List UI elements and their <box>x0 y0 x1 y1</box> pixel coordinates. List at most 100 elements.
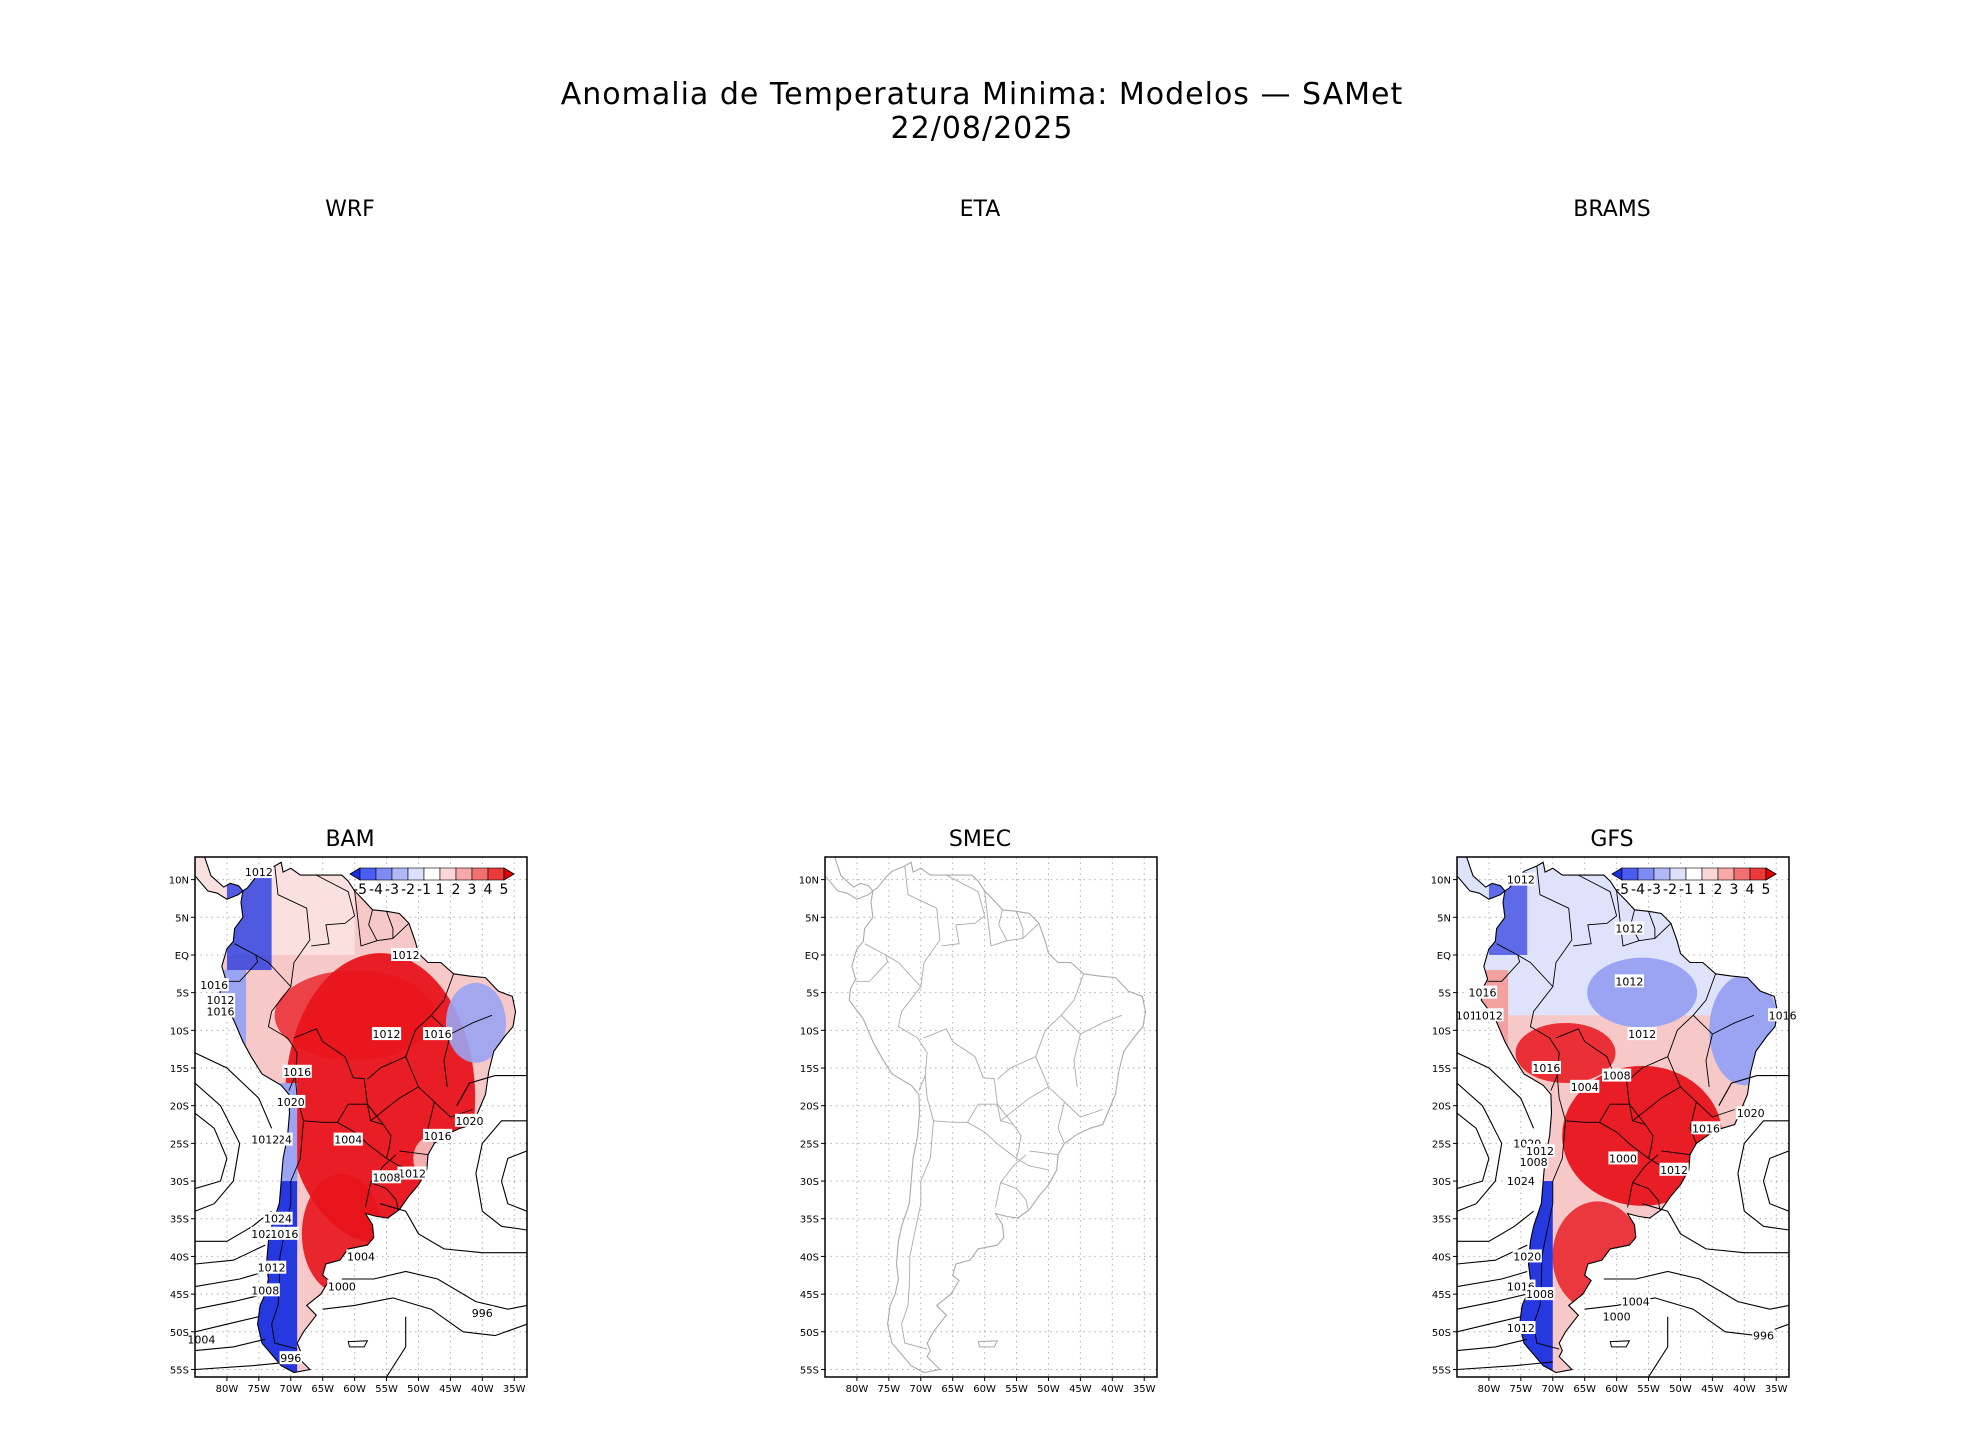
colorbar-label: -2 <box>401 882 415 898</box>
map-background <box>825 857 1157 1377</box>
colorbar: -5 -4 -3 -2 -1 1 2 3 4 5 <box>1611 867 1777 898</box>
lat-label: 5N <box>175 913 189 924</box>
anomaly-warm-north <box>274 970 435 1061</box>
isobar-label: 1020 <box>1737 1107 1765 1120</box>
country-border <box>984 890 1040 947</box>
isobar-label-bg <box>1614 921 1644 935</box>
country-border <box>1573 874 1618 947</box>
isobar-label: 1004 <box>334 1134 362 1147</box>
isobar-label: 1016 <box>283 1066 311 1079</box>
panel-label-brams: BRAMS <box>1573 197 1651 222</box>
lat-label: 30S <box>170 1177 189 1188</box>
country-border <box>399 1150 429 1156</box>
lat-label: 50S <box>170 1328 189 1339</box>
isobar-label: 1000 <box>1603 1311 1631 1324</box>
isobar-label-bg <box>1627 1027 1657 1041</box>
country-border <box>1661 1150 1691 1156</box>
isobar-label-bg <box>1519 1155 1549 1169</box>
isobar-label-bg <box>263 1211 293 1225</box>
country-border <box>430 1014 493 1035</box>
isobar-line <box>195 1338 266 1352</box>
lat-label: 45S <box>1432 1290 1451 1301</box>
country-border <box>1029 1150 1059 1156</box>
country-border <box>1000 1086 1049 1122</box>
country-border <box>901 1120 934 1350</box>
lat-label: 15S <box>800 1064 819 1075</box>
lat-label: 15S <box>1432 1064 1451 1075</box>
isobar-label: 1012 <box>398 1168 426 1181</box>
colorbar-swatch <box>471 867 489 881</box>
colorbar-swatch <box>359 867 377 881</box>
lon-label: 65W <box>941 1384 964 1395</box>
colorbar-right-arrow <box>503 867 515 881</box>
anomaly-cold-amazon <box>1587 957 1698 1028</box>
lon-label: 55W <box>375 1384 398 1395</box>
isobar-line <box>380 1203 527 1254</box>
isobar-label-bg <box>327 1279 357 1293</box>
lat-label: 15S <box>170 1064 189 1075</box>
country-border <box>924 1075 998 1123</box>
isobar-line <box>1457 1052 1535 1129</box>
lon-label: 55W <box>1637 1384 1660 1395</box>
country-border <box>967 1103 1022 1160</box>
isobar-label-bg <box>250 1283 280 1297</box>
isobar-line <box>195 1210 272 1242</box>
colorbar-label: 5 <box>1762 882 1771 898</box>
colorbar-label: -1 <box>417 882 431 898</box>
isobar-label-bg <box>397 1166 427 1180</box>
country-border <box>443 1033 451 1087</box>
isobar-line <box>341 1270 527 1310</box>
lat-label: 25S <box>1432 1139 1451 1150</box>
country-border <box>293 1028 368 1105</box>
country-border <box>1016 911 1024 939</box>
lon-label: 75W <box>1510 1384 1533 1395</box>
map-frame <box>194 856 528 1378</box>
colorbar-swatch <box>1637 867 1655 881</box>
isobar-label: 1020 <box>456 1115 484 1128</box>
isobar-label-bg <box>1621 1294 1651 1308</box>
country-border <box>271 1120 304 1350</box>
map-frame <box>1456 856 1790 1378</box>
colorbar-label: 3 <box>1730 882 1739 898</box>
lat-label: 10N <box>169 876 189 887</box>
isobar-label-bg <box>1768 1008 1798 1022</box>
colorbar-label: 4 <box>484 882 493 898</box>
isobar-label-bg <box>1474 1008 1504 1022</box>
isobar-label-bg <box>250 1132 280 1146</box>
lon-label: 80W <box>846 1384 869 1395</box>
isobar-line <box>1457 1082 1503 1212</box>
isobar-label: 1000 <box>328 1281 356 1294</box>
isobar-label-bg <box>391 947 421 961</box>
country-border <box>370 1182 399 1210</box>
colorbar-label: 5 <box>500 882 509 898</box>
country-border <box>354 890 410 947</box>
lon-label: 50W <box>1037 1384 1060 1395</box>
isobar-label-bg <box>1525 1287 1555 1301</box>
lat-label: 10S <box>800 1026 819 1037</box>
lat-label: 55S <box>800 1365 819 1376</box>
lat-label: 45S <box>800 1290 819 1301</box>
country-border <box>368 909 378 941</box>
colorbar-swatch <box>1653 867 1671 881</box>
isobar-label: 1012 <box>1507 1322 1535 1335</box>
country-border <box>941 874 986 947</box>
lon-label: 60W <box>343 1384 366 1395</box>
isobar-line <box>195 1052 273 1129</box>
country-border <box>998 909 1008 941</box>
coastline-central-america <box>195 857 244 900</box>
isobar-label: 1004 <box>187 1333 215 1346</box>
lat-label: 30S <box>800 1177 819 1188</box>
lat-label: 5N <box>805 913 819 924</box>
country-border <box>311 874 356 947</box>
isobar-label-bg <box>1608 1151 1638 1165</box>
isobar-label: 1004 <box>1622 1296 1650 1309</box>
isobar-line <box>1603 1270 1789 1310</box>
lon-label: 50W <box>1669 1384 1692 1395</box>
lat-label: 5S <box>1438 989 1451 1000</box>
isobar-line <box>1737 1120 1789 1231</box>
isobar-label-bg <box>423 1128 453 1142</box>
country-border <box>274 865 311 987</box>
lon-label: 70W <box>909 1384 932 1395</box>
map-panel-smec: 10N 5N EQ 5S 10S 15S 20S 25S 30S 35S 40S 45S 50S 55S 8… <box>780 855 1160 1395</box>
